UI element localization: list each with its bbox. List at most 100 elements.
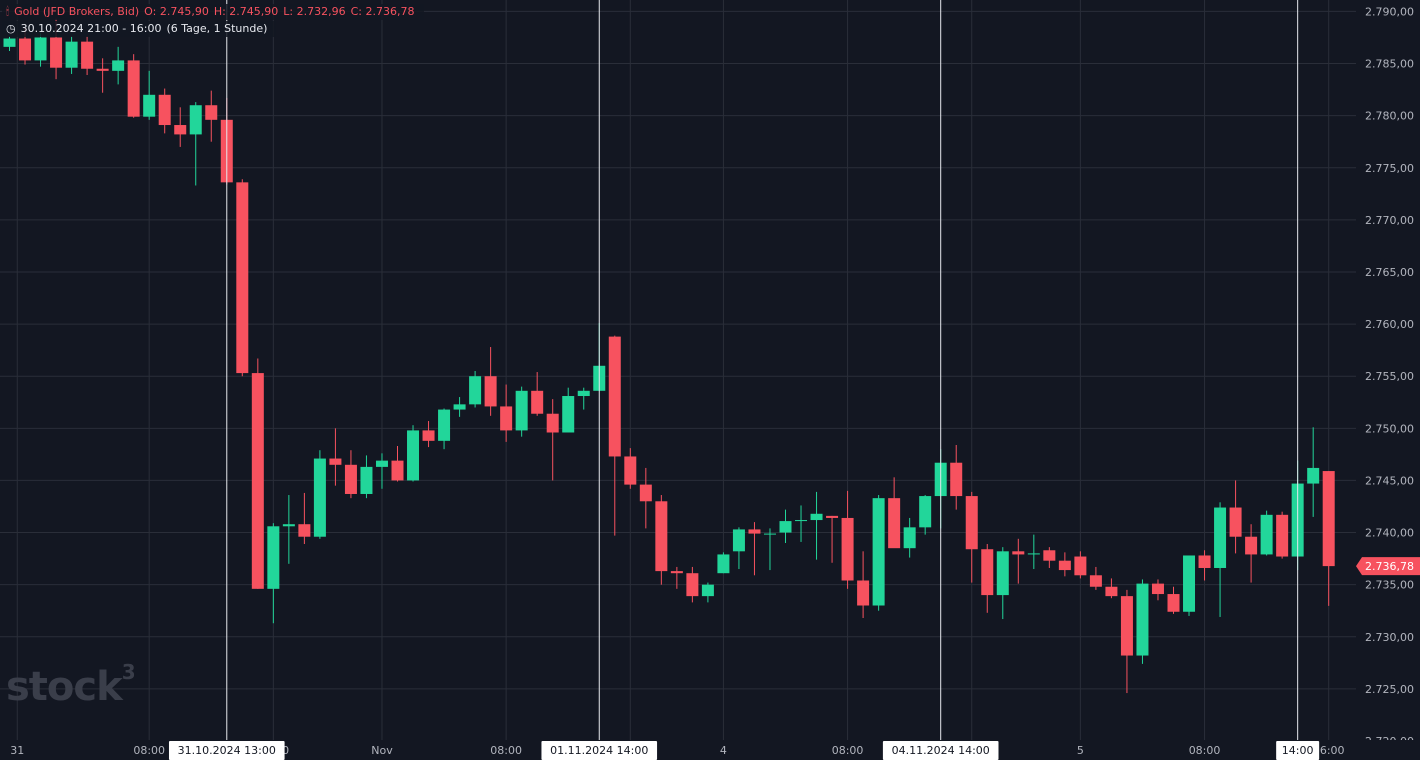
- candle-body: [1276, 514, 1289, 557]
- candle-body: [1151, 583, 1164, 595]
- candle-body: [950, 462, 963, 497]
- candle-body: [174, 125, 187, 135]
- candle-body: [189, 105, 202, 135]
- candle-body: [1198, 555, 1211, 568]
- candle-body: [1214, 507, 1227, 568]
- y-tick-label: 2.745,00: [1365, 474, 1414, 487]
- y-tick-label: 2.785,00: [1365, 58, 1414, 71]
- candle-body: [158, 94, 171, 126]
- last-price-tag: [1356, 557, 1420, 576]
- date-range: 30.10.2024 21:00 - 16:00: [20, 22, 162, 35]
- y-tick-label: 2.740,00: [1365, 527, 1414, 540]
- candle-body: [608, 336, 621, 457]
- y-tick-label: 2.780,00: [1365, 110, 1414, 123]
- candle-body: [965, 496, 978, 550]
- y-tick-label: 2.725,00: [1365, 683, 1414, 696]
- candle-body: [453, 404, 466, 410]
- instrument-legend: 🕯︎ Gold (JFD Brokers, Bid) O: 2.745,90 H: 2…: [2, 4, 424, 20]
- y-tick-label: 2.750,00: [1365, 422, 1414, 435]
- marker-label-bg: [168, 741, 285, 760]
- candles: [3, 18, 1335, 694]
- candle-body: [391, 460, 404, 481]
- candle-body: [515, 390, 528, 431]
- range-legend: ◷ 30.10.2024 21:00 - 16:00 (6 Tage, 1 Stun…: [2, 21, 277, 37]
- candle-body: [313, 458, 326, 537]
- time-axis-bg: [0, 740, 1420, 760]
- high-value: H: 2.745,90: [213, 5, 279, 18]
- candle-body: [546, 413, 559, 433]
- candle-body: [763, 533, 776, 535]
- low-value: L: 2.732,96: [283, 5, 346, 18]
- instrument-name: Gold (JFD Brokers, Bid): [14, 5, 140, 18]
- candle-body: [1260, 514, 1273, 555]
- candle-body: [981, 549, 994, 596]
- x-tick-label: 16:00: [1313, 744, 1345, 757]
- candle-body: [717, 554, 730, 574]
- candle-body: [1136, 583, 1149, 656]
- x-tick-label: 08:00: [1189, 744, 1221, 757]
- candle-body: [500, 406, 513, 431]
- marker-label: 14:00: [1282, 744, 1314, 757]
- y-tick-label: 2.735,00: [1365, 579, 1414, 592]
- candle-body: [1012, 551, 1025, 555]
- candle-body: [1167, 594, 1180, 612]
- candle-body: [841, 517, 854, 581]
- x-tick-label: 08:00: [490, 744, 522, 757]
- candle-body: [438, 409, 451, 441]
- y-tick-label: 2.770,00: [1365, 214, 1414, 227]
- x-tick-label: Nov: [371, 744, 393, 757]
- candle-body: [469, 376, 482, 405]
- candle-body: [795, 520, 808, 522]
- candle-body: [267, 526, 280, 589]
- open-value: O: 2.745,90: [144, 5, 209, 18]
- candle-body: [65, 41, 78, 68]
- x-tick-label: 5: [1077, 744, 1084, 757]
- y-tick-label: 2.790,00: [1365, 5, 1414, 18]
- candle-body: [1105, 586, 1118, 597]
- candle-body: [1027, 553, 1040, 555]
- candle-body: [1245, 536, 1258, 555]
- y-tick-label: 2.730,00: [1365, 631, 1414, 644]
- candle-body: [996, 551, 1009, 596]
- candle-body: [282, 524, 295, 527]
- price-axis-bg: [1356, 0, 1420, 760]
- candle-body: [407, 430, 420, 481]
- candle-body: [826, 515, 839, 518]
- candle-body: [1058, 560, 1071, 571]
- candle-body: [748, 529, 761, 534]
- stock3-logo: stock3: [6, 660, 136, 710]
- candle-body: [888, 498, 901, 549]
- candle-body: [298, 524, 311, 537]
- clock-icon: ◷: [6, 22, 16, 35]
- x-tick-label: 31: [10, 744, 24, 757]
- y-tick-label: 2.760,00: [1365, 318, 1414, 331]
- candle-body: [81, 41, 94, 69]
- candle-body: [872, 498, 885, 606]
- marker-label-bg: [541, 741, 658, 760]
- candle-body: [732, 529, 745, 552]
- close-value: C: 2.736,78: [350, 5, 415, 18]
- marker-label: 31.10.2024 13:00: [178, 744, 276, 757]
- candle-body: [1089, 575, 1102, 587]
- candle-body: [1074, 556, 1087, 576]
- candle-body: [205, 105, 218, 120]
- candle-body: [422, 430, 435, 441]
- candle-body: [903, 527, 916, 549]
- candle-body: [655, 501, 668, 572]
- marker-label: 01.11.2024 14:00: [550, 744, 648, 757]
- candle-body: [1043, 550, 1056, 561]
- candle-body: [127, 60, 140, 117]
- x-tick-label: 08:00: [133, 744, 165, 757]
- candle-body: [686, 573, 699, 597]
- candle-body: [96, 68, 109, 71]
- time-axis: 3108:0016:00Nov08:0016:00408:0016:00508:…: [0, 740, 1420, 760]
- candle-body: [779, 521, 792, 533]
- candle-body: [112, 60, 125, 71]
- candle-body: [701, 584, 714, 597]
- marker-label-bg: [1276, 741, 1320, 760]
- candle-body: [329, 458, 342, 465]
- candle-body: [857, 580, 870, 606]
- candlestick-icon: 🕯︎: [6, 5, 10, 18]
- y-tick-label: 2.775,00: [1365, 162, 1414, 175]
